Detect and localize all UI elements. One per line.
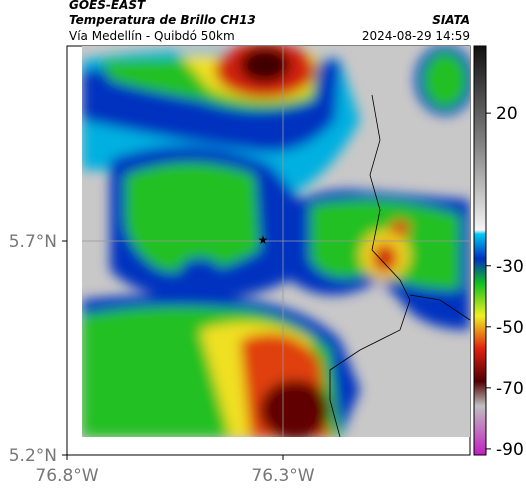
- lon-label: 76.8°W: [35, 466, 98, 486]
- brightness-field: [82, 46, 470, 437]
- title: GOES-EAST: [69, 0, 146, 12]
- location-marker: ★: [258, 233, 269, 247]
- lat-label: 5.7°N: [9, 232, 57, 252]
- subtitle: Temperatura de Brillo CH13: [69, 13, 256, 27]
- source: SIATA: [432, 13, 470, 27]
- colorbar-tick-label: 20: [496, 104, 518, 124]
- colorbar: [473, 45, 487, 456]
- lat-label: 5.2°N: [9, 446, 57, 466]
- colorbar-tick-label: -90: [496, 440, 524, 460]
- location: Vía Medellín - Quibdó 50km: [69, 29, 235, 43]
- lon-label: 76.3°W: [251, 466, 314, 486]
- datetime: 2024-08-29 14:59: [362, 29, 470, 43]
- colorbar-tick-label: -70: [496, 379, 524, 399]
- colorbar-tick-label: -30: [496, 257, 524, 277]
- colorbar-tick-label: -50: [496, 318, 524, 338]
